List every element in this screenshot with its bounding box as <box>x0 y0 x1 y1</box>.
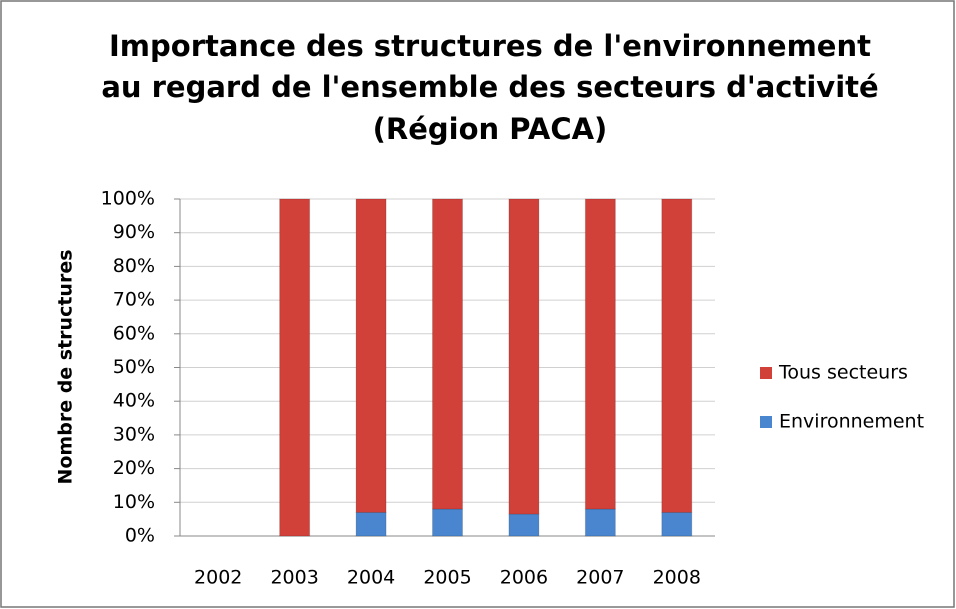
y-tick-label: 0% <box>125 525 155 547</box>
y-tick-label: 10% <box>113 491 155 513</box>
y-tick-label: 60% <box>113 322 155 344</box>
y-tick-label: 30% <box>113 423 155 445</box>
x-tick-label: 2007 <box>576 567 624 589</box>
bar-segment <box>355 511 387 537</box>
y-tick-label: 70% <box>113 289 155 311</box>
bar-segment <box>661 198 693 513</box>
bar-segment <box>508 513 540 537</box>
bar-segment <box>355 198 387 513</box>
chart-title: au regard de l'ensemble des secteurs d'a… <box>101 70 878 104</box>
x-tick-label: 2008 <box>653 567 701 589</box>
y-tick-label: 90% <box>113 221 155 243</box>
bar-segment <box>432 508 463 537</box>
y-tick-label: 50% <box>113 356 155 378</box>
bar-segment <box>584 198 616 510</box>
legend-label: Tous secteurs <box>778 362 908 384</box>
x-tick-label: 2005 <box>423 567 471 589</box>
y-axis-title: Nombre de structures <box>55 249 77 484</box>
legend-swatch <box>760 367 772 379</box>
x-tick-label: 2003 <box>270 567 318 589</box>
x-tick-label: 2002 <box>194 567 242 589</box>
legend-swatch <box>760 416 772 428</box>
bar-segment <box>508 198 540 515</box>
bar-segment <box>584 508 616 537</box>
y-tick-label: 40% <box>113 390 155 412</box>
y-tick-label: 20% <box>113 457 155 479</box>
chart-title: (Région PACA) <box>373 112 608 146</box>
y-tick-label: 80% <box>113 255 155 277</box>
bar-segment <box>661 511 693 537</box>
chart-title: Importance des structures de l'environne… <box>109 29 871 63</box>
bar-segment <box>432 198 463 510</box>
y-tick-label: 100% <box>101 188 155 210</box>
legend-label: Environnement <box>779 411 924 433</box>
x-tick-label: 2006 <box>500 567 548 589</box>
x-tick-label: 2004 <box>347 567 395 589</box>
bar-segment <box>279 198 311 537</box>
